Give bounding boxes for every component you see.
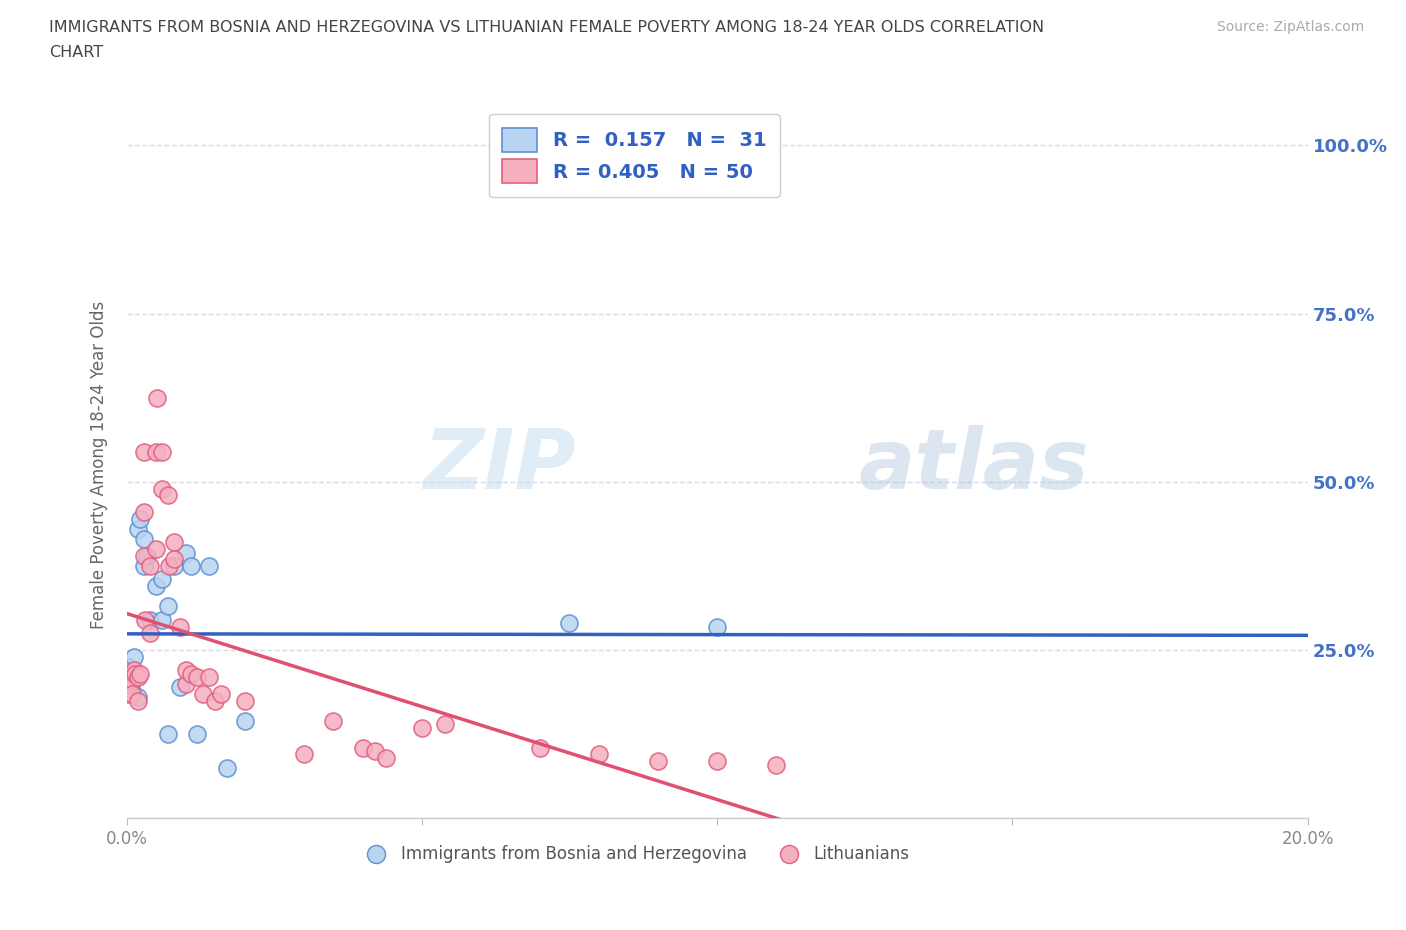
Point <box>186 670 208 684</box>
Point <box>292 747 315 762</box>
Point <box>115 680 138 695</box>
Point <box>174 676 197 691</box>
Point <box>215 761 238 776</box>
Point <box>118 676 141 691</box>
Point <box>363 744 385 759</box>
Point <box>127 522 149 537</box>
Point <box>375 751 398 765</box>
Point <box>169 619 191 634</box>
Legend: Immigrants from Bosnia and Herzegovina, Lithuanians: Immigrants from Bosnia and Herzegovina, … <box>353 839 917 870</box>
Point <box>169 680 191 695</box>
Point <box>204 693 226 708</box>
Point <box>558 616 581 631</box>
Point <box>145 541 167 556</box>
Point <box>193 686 215 701</box>
Point <box>233 693 256 708</box>
Point <box>136 549 159 564</box>
Point <box>134 445 156 459</box>
Point <box>765 757 787 772</box>
Point <box>322 713 344 728</box>
Point <box>127 670 149 684</box>
Point <box>121 673 143 688</box>
Point <box>233 713 256 728</box>
Point <box>150 612 173 627</box>
Text: ZIP: ZIP <box>423 424 575 506</box>
Point <box>163 535 186 550</box>
Point <box>134 549 156 564</box>
Point <box>180 666 202 681</box>
Point <box>127 690 149 705</box>
Point <box>118 676 141 691</box>
Point <box>146 391 169 405</box>
Point <box>128 666 150 681</box>
Point <box>124 666 146 681</box>
Point <box>198 670 221 684</box>
Point <box>127 693 149 708</box>
Text: atlas: atlas <box>859 424 1090 506</box>
Text: CHART: CHART <box>49 45 103 60</box>
Point <box>121 673 143 688</box>
Text: Source: ZipAtlas.com: Source: ZipAtlas.com <box>1216 20 1364 34</box>
Point <box>145 445 167 459</box>
Point <box>145 578 167 593</box>
Point <box>157 559 180 574</box>
Point <box>647 753 669 768</box>
Point <box>150 572 173 587</box>
Point <box>117 659 139 674</box>
Point <box>156 488 179 503</box>
Point <box>121 670 143 684</box>
Point <box>121 666 143 681</box>
Point <box>139 612 162 627</box>
Point <box>156 727 179 742</box>
Point <box>139 559 162 574</box>
Point <box>134 559 156 574</box>
Point <box>198 559 221 574</box>
Y-axis label: Female Poverty Among 18-24 Year Olds: Female Poverty Among 18-24 Year Olds <box>90 301 108 629</box>
Point <box>434 717 457 732</box>
Point <box>156 599 179 614</box>
Point <box>134 612 156 627</box>
Point <box>121 686 143 701</box>
Point <box>121 683 143 698</box>
Point <box>117 666 139 681</box>
Point <box>128 512 150 526</box>
Point <box>134 505 156 520</box>
Point <box>163 559 186 574</box>
Point <box>163 551 186 566</box>
Point <box>174 545 197 560</box>
Point <box>706 753 728 768</box>
Point <box>118 686 141 701</box>
Point <box>174 663 197 678</box>
Point <box>118 680 141 695</box>
Point <box>117 666 139 681</box>
Point <box>588 747 610 762</box>
Text: IMMIGRANTS FROM BOSNIA AND HERZEGOVINA VS LITHUANIAN FEMALE POVERTY AMONG 18-24 : IMMIGRANTS FROM BOSNIA AND HERZEGOVINA V… <box>49 20 1045 35</box>
Point <box>209 686 232 701</box>
Point <box>411 720 433 735</box>
Point <box>150 481 173 496</box>
Point <box>139 626 162 641</box>
Point <box>186 727 208 742</box>
Point <box>150 445 173 459</box>
Point <box>117 673 139 688</box>
Point <box>352 740 374 755</box>
Point <box>122 649 145 664</box>
Point <box>134 532 156 547</box>
Point <box>706 619 728 634</box>
Point <box>124 666 146 681</box>
Point <box>180 559 202 574</box>
Point <box>529 740 551 755</box>
Point <box>122 663 145 678</box>
